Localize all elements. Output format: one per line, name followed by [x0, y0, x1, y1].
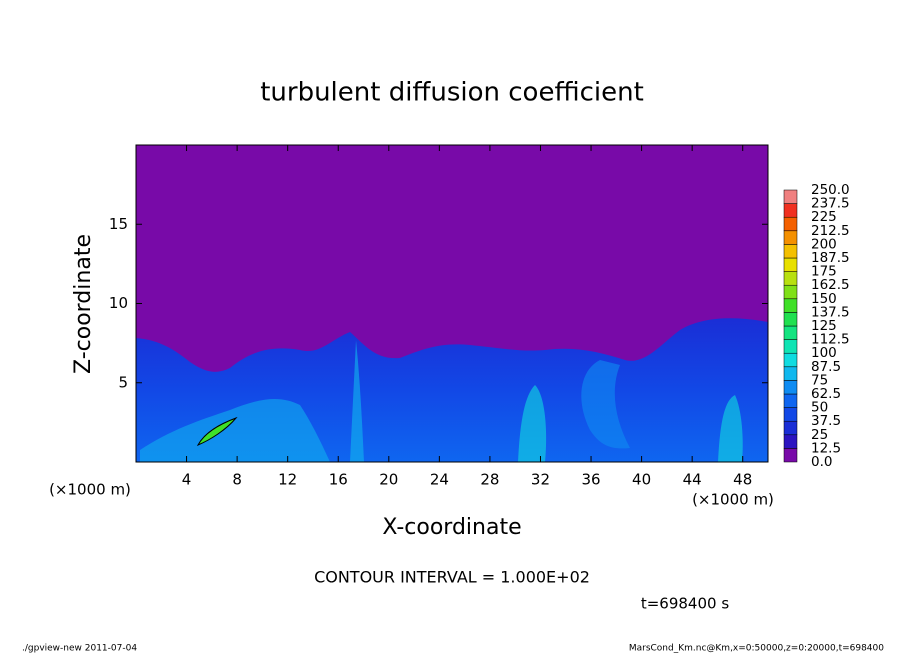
colorbar-box — [783, 257, 798, 272]
colorbar-box — [783, 216, 798, 232]
field-contour — [196, 416, 238, 447]
colorbar-box — [783, 407, 798, 422]
y-tick-label: 10 — [109, 294, 128, 312]
colorbar-box — [783, 380, 798, 395]
y-unit: (×1000 m) — [49, 481, 131, 499]
colorbar-label: 62.5 — [811, 386, 841, 402]
colorbar-label: 75 — [811, 372, 828, 388]
colorbar-label: 175 — [811, 264, 837, 280]
colorbar-box — [783, 339, 798, 354]
colorbar-label: 212.5 — [811, 223, 850, 239]
colorbar-label: 250.0 — [811, 182, 850, 198]
colorbar-label: 50 — [811, 400, 828, 416]
colorbar-label: 137.5 — [811, 304, 850, 320]
colorbar-box — [783, 393, 798, 408]
x-tick-label: 16 — [329, 471, 348, 489]
x-tick-label: 28 — [480, 471, 499, 489]
colorbar-box — [783, 284, 798, 300]
colorbar-box — [783, 271, 798, 286]
x-tick-label: 32 — [531, 471, 550, 489]
field-swirl — [581, 360, 630, 449]
colorbar-label: 0.0 — [811, 454, 832, 470]
x-tick-label: 20 — [379, 471, 398, 489]
colorbar-box — [783, 325, 798, 340]
y-tick-label: 15 — [109, 215, 128, 233]
x-tick-label: 8 — [232, 471, 242, 489]
colorbar-box — [783, 189, 798, 204]
y-axis-label: Z-coordinate — [71, 234, 96, 374]
x-tick-label: 24 — [430, 471, 449, 489]
chart-title: turbulent diffusion coefficient — [260, 78, 644, 108]
colorbar-label: 37.5 — [811, 413, 841, 429]
colorbar-box — [783, 312, 798, 327]
colorbar-label: 225 — [811, 209, 837, 225]
field-plume — [518, 385, 547, 462]
time-label: t=698400 s — [641, 595, 729, 613]
y-tick-label: 5 — [118, 373, 128, 391]
annotation: CONTOUR INTERVAL = 1.000E+02 — [314, 568, 590, 587]
colorbar-box — [783, 434, 798, 449]
colorbar-label: 162.5 — [811, 277, 850, 293]
field — [136, 145, 768, 462]
x-tick-label: 36 — [581, 471, 600, 489]
colorbar-box — [783, 203, 798, 218]
footer-right: MarsCond_Km.nc@Km,x=0:50000,z=0:20000,t=… — [629, 644, 884, 654]
x-unit: (×1000 m) — [692, 491, 774, 509]
colorbar-label: 187.5 — [811, 250, 850, 266]
x-tick-label: 40 — [632, 471, 651, 489]
colorbar-label: 237.5 — [811, 196, 850, 212]
colorbar-label: 112.5 — [811, 332, 850, 348]
colorbar-label: 200 — [811, 236, 837, 252]
x-tick-label: 44 — [683, 471, 702, 489]
colorbar-box — [783, 420, 798, 436]
colorbar-label: 150 — [811, 291, 837, 307]
x-tick-label: 4 — [182, 471, 192, 489]
colorbar-box — [783, 230, 798, 245]
colorbar-box — [783, 298, 798, 313]
colorbar-box — [783, 352, 798, 368]
x-axis-label: X-coordinate — [382, 515, 521, 540]
colorbar-label: 87.5 — [811, 359, 841, 375]
colorbar-label: 25 — [811, 427, 828, 443]
colorbar-label: 100 — [811, 345, 837, 361]
colorbar-box — [783, 366, 798, 381]
colorbar-box — [783, 244, 798, 259]
x-tick-label: 48 — [733, 471, 752, 489]
field-plume — [718, 395, 743, 462]
colorbar-label: 12.5 — [811, 440, 841, 456]
colorbar-box — [783, 448, 798, 463]
field-streak — [140, 398, 330, 462]
field-plume — [350, 340, 364, 462]
footer-left: ./gpview-new 2011-07-04 — [22, 644, 137, 654]
colorbar-label: 125 — [811, 318, 837, 334]
x-tick-label: 12 — [278, 471, 297, 489]
